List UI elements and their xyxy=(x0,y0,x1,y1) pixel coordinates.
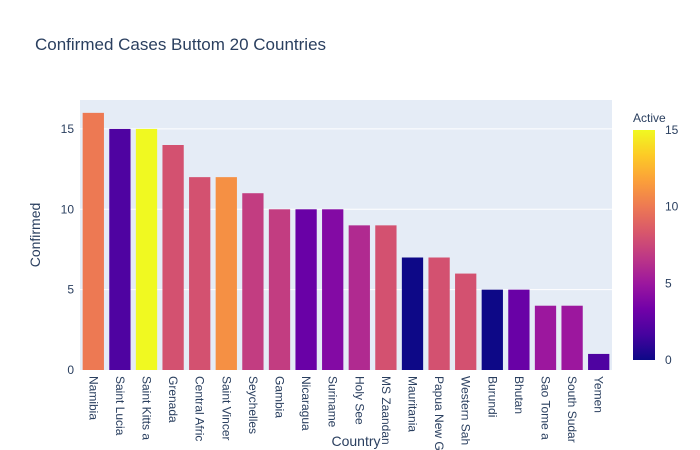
bar xyxy=(348,225,370,370)
bar xyxy=(135,128,158,370)
bar xyxy=(295,209,317,370)
x-tick-label: MS Zaandan xyxy=(379,376,393,445)
x-tick-label: Nicaragua xyxy=(299,376,313,431)
x-tick-label: Saint Kitts a xyxy=(140,376,154,440)
x-axis-title: Country xyxy=(331,433,380,449)
colorbar-tick-label: 15 xyxy=(665,123,679,137)
y-tick-label: 0 xyxy=(67,363,74,377)
x-tick-label: Gambia xyxy=(273,376,287,418)
bar xyxy=(401,257,424,370)
x-tick-label: South Sudar xyxy=(565,376,579,443)
bar xyxy=(322,209,344,370)
x-tick-label: Burundi xyxy=(485,376,499,417)
bar xyxy=(109,128,131,370)
x-tick-label: Mauritania xyxy=(406,376,420,432)
x-tick-label: Bhutan xyxy=(512,376,526,414)
y-tick-label: 15 xyxy=(61,122,75,136)
x-tick-label: Saint Vincer xyxy=(219,376,233,440)
x-tick-label: Saint Lucia xyxy=(113,376,127,436)
chart-title: Confirmed Cases Buttom 20 Countries xyxy=(35,35,326,54)
plot-background xyxy=(80,100,612,370)
colorbar-title: Active xyxy=(633,111,666,125)
x-tick-label: Central Afric xyxy=(193,376,207,441)
x-tick-label: Papua New G xyxy=(432,376,446,450)
bar xyxy=(481,289,503,370)
x-tick-label: Suriname xyxy=(326,376,340,428)
bar xyxy=(508,289,530,370)
y-ticks: 0 5 10 15 xyxy=(61,122,75,377)
x-tick-label: Grenada xyxy=(166,376,180,423)
y-tick-label: 5 xyxy=(67,283,74,297)
colorbar-tick-label: 10 xyxy=(665,200,679,214)
bar xyxy=(561,305,583,370)
bar xyxy=(534,305,557,370)
bar xyxy=(455,273,477,370)
bar xyxy=(428,257,450,370)
x-tick-label: Holy See xyxy=(352,376,366,425)
colorbar-ticks: 0 5 10 15 xyxy=(665,123,679,367)
bar xyxy=(588,353,610,370)
y-tick-label: 10 xyxy=(61,202,75,216)
x-tick-label: Sao Tome a xyxy=(539,376,553,440)
x-tick-label: Yemen xyxy=(592,376,606,413)
bar xyxy=(162,145,184,370)
bar xyxy=(242,193,264,370)
x-ticks: Namibia Saint Lucia Saint Kitts a Grenada Ce… xyxy=(86,376,605,450)
bars xyxy=(82,112,610,370)
x-tick-label: Namibia xyxy=(86,376,100,420)
bar xyxy=(82,112,104,370)
x-tick-label: Western Sah xyxy=(459,376,473,445)
colorbar-tick-label: 5 xyxy=(665,276,672,290)
bar xyxy=(189,177,211,370)
y-axis-title: Confirmed xyxy=(27,203,43,268)
x-tick-label: Seychelles xyxy=(246,376,260,434)
colorbar xyxy=(633,130,655,360)
bar xyxy=(268,209,291,370)
bar xyxy=(215,177,237,370)
colorbar-tick-label: 0 xyxy=(665,353,672,367)
bar xyxy=(375,225,397,370)
